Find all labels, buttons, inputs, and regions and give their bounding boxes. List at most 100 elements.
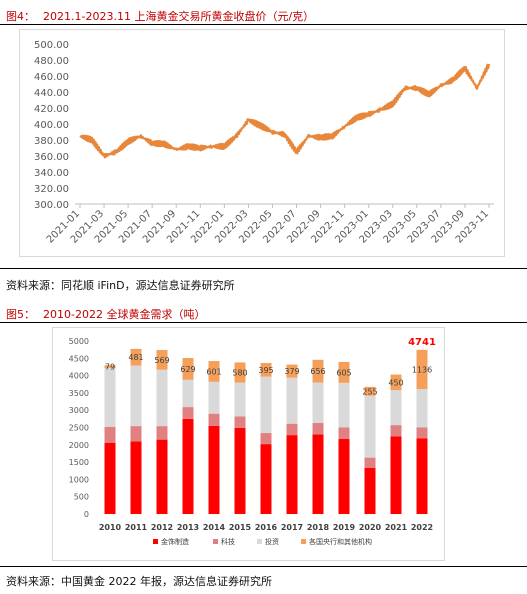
x-tick-label: 2015	[229, 523, 252, 532]
gold-price-line	[79, 63, 491, 159]
legend-swatch-2	[213, 539, 218, 544]
bar-segment-2	[182, 407, 194, 419]
bar-segment-3	[338, 382, 350, 428]
y-tick-label: 320.00	[34, 184, 69, 195]
legend-label: 各国央行和其他机构	[309, 537, 372, 546]
bar-segment-3	[364, 395, 376, 458]
figure5-bar-chart: 0 500 1000 1500 2000 2500 3000 3500 4000 4500 5000…	[69, 337, 436, 546]
bar-segment-4	[104, 365, 116, 368]
bar-total-label: 4741	[408, 337, 436, 348]
bar-segment-3	[182, 379, 194, 408]
figure5-title-text: 2010-2022 全球黄金需求（吨）	[43, 308, 206, 321]
bar-segment-4	[182, 357, 194, 380]
y-tick-label: 300.00	[34, 200, 69, 211]
y-tick-label: 3000	[69, 406, 89, 415]
bar-data-label: 79	[105, 363, 115, 372]
bar-segment-2	[156, 426, 168, 440]
bar-segment-3	[234, 382, 246, 417]
bar-segment-1	[364, 467, 376, 514]
bar-data-label: 379	[284, 367, 299, 376]
figure5-top-rule	[0, 322, 527, 323]
bar-data-label: 569	[154, 356, 169, 365]
x-tick-label: 2014	[203, 523, 226, 532]
figure4-title-text: 2021.1-2023.11 上海黄金交易所黄金收盘价（元/克）	[43, 10, 315, 23]
figure4-number: 图4：	[6, 10, 35, 23]
bar-segment-1	[208, 425, 220, 514]
y-tick-label: 3500	[69, 389, 89, 398]
bar-segment-1	[338, 438, 350, 514]
bar-segment-3	[260, 376, 272, 434]
figure5-title: 图5： 2010-2022 全球黄金需求（吨）	[6, 306, 205, 322]
bar-segment-3	[104, 367, 116, 427]
bar-segment-3	[416, 389, 428, 428]
y-tick-label: 5000	[69, 337, 89, 346]
x-tick-label: 2017	[281, 523, 303, 532]
y-tick-label: 420.00	[34, 104, 69, 115]
figure4-top-rule	[0, 24, 527, 25]
x-tick-label: 2021	[385, 523, 408, 532]
bar-segment-1	[390, 436, 402, 514]
x-tick-label: 2020	[359, 523, 382, 532]
bar-data-label: 255	[362, 387, 377, 396]
y-tick-label: 500	[74, 493, 89, 502]
bar-segment-4	[208, 361, 220, 382]
bar-data-label: 481	[128, 353, 143, 362]
y-tick-label: 400.00	[34, 120, 69, 131]
bar-segment-3	[130, 365, 142, 427]
bar-segment-4	[338, 361, 350, 383]
bar-segment-4	[156, 350, 168, 370]
bar-data-label: 629	[180, 365, 195, 374]
y-tick-label: 2000	[69, 441, 89, 450]
bar-segment-4	[312, 359, 324, 383]
bar-segment-1	[312, 434, 324, 514]
x-tick-label: 2018	[307, 523, 330, 532]
y-tick-label: 1500	[69, 458, 89, 467]
y-tick-label: 0	[84, 510, 89, 519]
bar-segment-2	[104, 426, 116, 443]
bar-segment-3	[208, 381, 220, 414]
figure4-source: 资料来源：同花顺 iFinD，源达信息证券研究所	[6, 279, 235, 292]
x-tick-label: 2013	[177, 523, 199, 532]
figure4-line-chart: 300.00 320.00 340.00 360.00 380.00 400.00 420.…	[34, 40, 494, 246]
bar-data-label: 601	[206, 367, 221, 376]
x-tick-label: 2019	[333, 523, 356, 532]
bar-segment-2	[390, 425, 402, 437]
y-tick-label: 4000	[69, 372, 89, 381]
bar-segment-2	[260, 433, 272, 445]
y-tick-label: 4500	[69, 354, 89, 363]
x-tick-label: 2011	[125, 523, 148, 532]
legend-label: 投资	[265, 537, 279, 546]
bar-data-label: 656	[310, 367, 325, 376]
legend-label: 金饰制造	[161, 537, 189, 546]
bar-segment-2	[208, 413, 220, 426]
bar-segment-4	[364, 386, 376, 396]
legend-swatch-3	[257, 539, 262, 544]
y-tick-label: 380.00	[34, 136, 69, 147]
bar-segment-3	[156, 369, 168, 427]
bar-segment-4	[130, 348, 142, 366]
bar-segment-2	[130, 426, 142, 442]
y-tick-label: 440.00	[34, 88, 69, 99]
y-tick-label: 360.00	[34, 152, 69, 163]
bar-segment-1	[182, 418, 194, 514]
figure5-source: 资料来源：中国黄金 2022 年报，源达信息证券研究所	[6, 575, 272, 588]
x-tick-label: 2012	[151, 523, 173, 532]
bar-segment-2	[416, 427, 428, 439]
x-tick-label: 2016	[255, 523, 278, 532]
bar-segment-2	[286, 423, 298, 436]
figure4-bottom-rule	[0, 268, 527, 269]
bar-segment-2	[338, 427, 350, 439]
figure4-chart-frame: 300.00 320.00 340.00 360.00 380.00 400.00 420.…	[19, 29, 505, 257]
bar-segment-4	[260, 362, 272, 377]
bar-segment-1	[130, 441, 142, 514]
legend-swatch-1	[153, 539, 158, 544]
bar-segment-4	[286, 364, 298, 378]
bar-segment-1	[156, 439, 168, 514]
figure4-title: 图4： 2021.1-2023.11 上海黄金交易所黄金收盘价（元/克）	[6, 8, 314, 24]
bar-segment-1	[286, 435, 298, 514]
bar-data-label: 450	[388, 378, 403, 387]
legend-label: 科技	[221, 537, 235, 546]
bar-data-label: 605	[336, 368, 351, 377]
legend-swatch-4	[301, 539, 306, 544]
bar-segment-2	[364, 457, 376, 468]
